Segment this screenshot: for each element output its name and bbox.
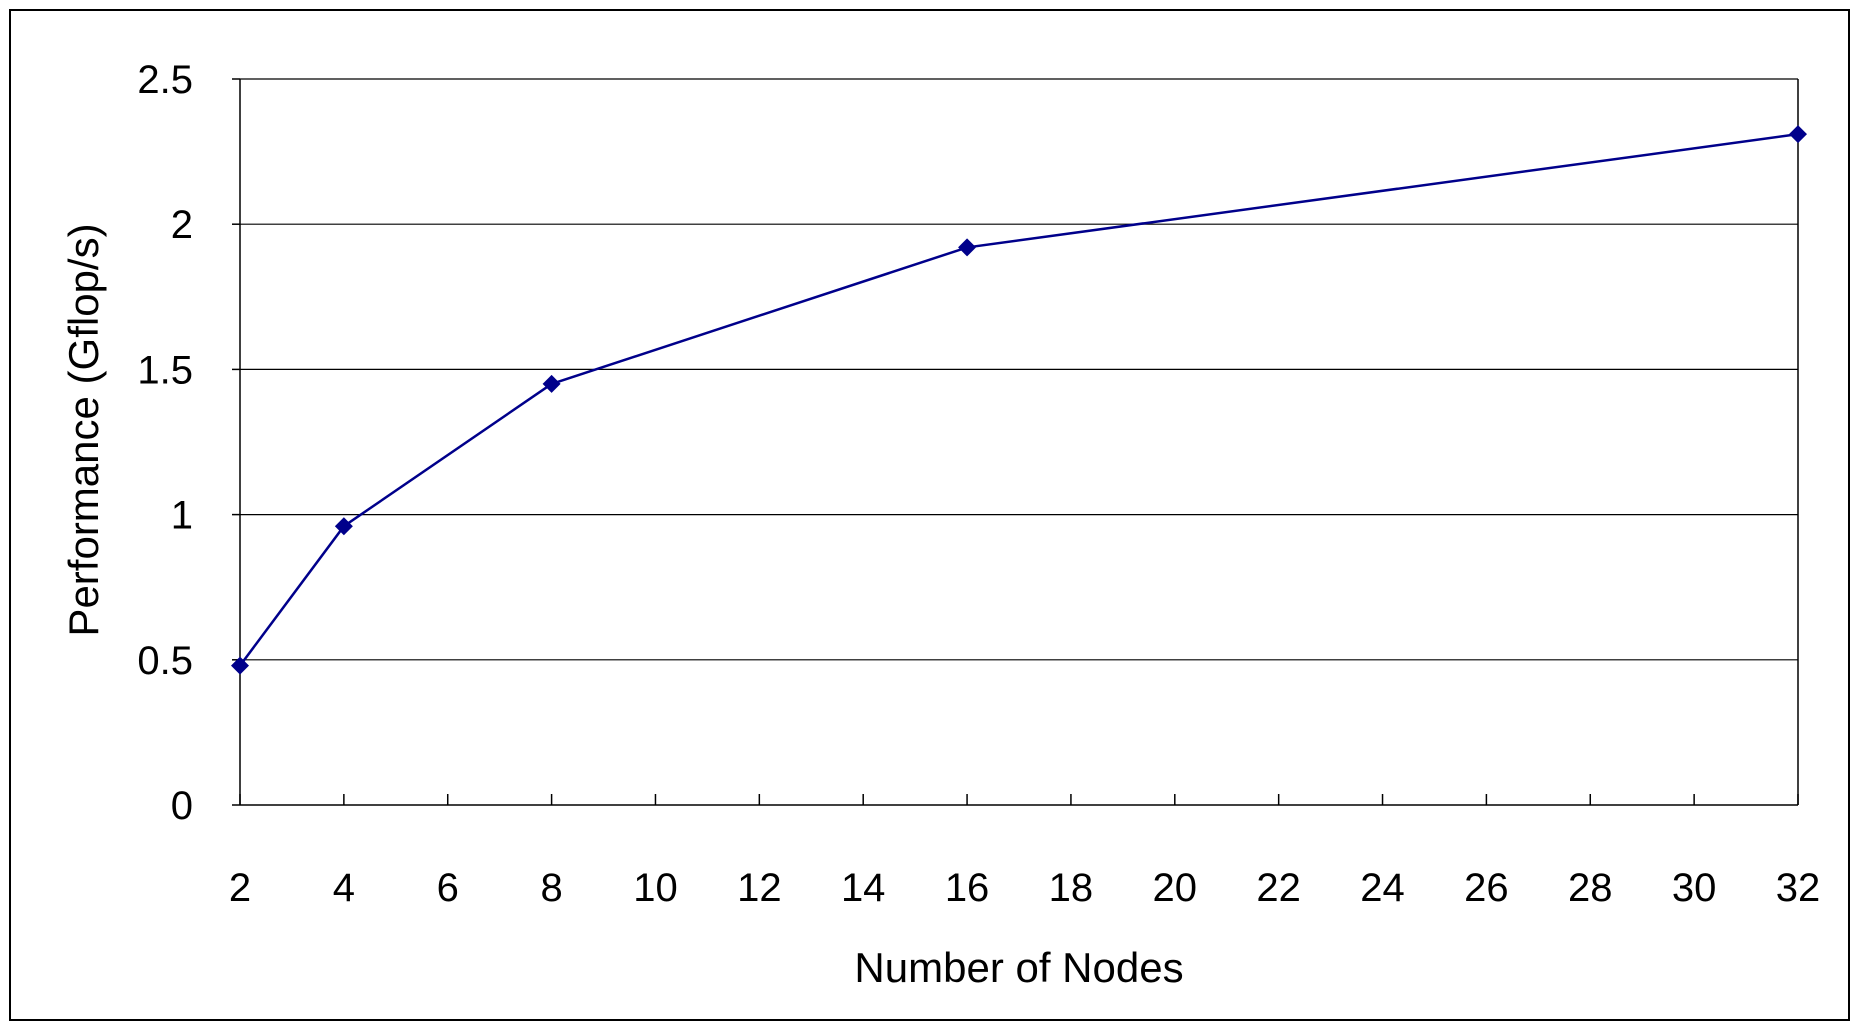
x-axis-title: Number of Nodes: [854, 944, 1183, 991]
y-tick-label-2: 1: [171, 494, 193, 538]
x-tick-label-11: 24: [1360, 866, 1405, 910]
data-point-0-3: [958, 238, 977, 257]
axis-layer: [232, 78, 1799, 806]
y-tick-label-4: 2: [171, 203, 193, 247]
x-tick-label-14: 30: [1672, 866, 1717, 910]
y-tick-label-1: 0.5: [137, 639, 193, 683]
x-tick-label-4: 10: [633, 866, 678, 910]
x-tick-label-12: 26: [1464, 866, 1509, 910]
x-tick-label-0: 2: [229, 866, 251, 910]
x-tick-label-7: 16: [945, 866, 990, 910]
x-tick-label-15: 32: [1776, 866, 1821, 910]
x-tick-label-13: 28: [1568, 866, 1613, 910]
x-tick-label-2: 6: [437, 866, 459, 910]
y-tick-label-0: 0: [171, 784, 193, 828]
series-line-0: [238, 132, 1799, 667]
y-axis-title: Performance (Gflop/s): [60, 223, 107, 636]
y-tick-label-5: 2.5: [137, 58, 193, 102]
data-point-0-2: [542, 374, 561, 393]
grid-layer: [240, 78, 1798, 661]
x-tick-label-5: 12: [737, 866, 782, 910]
data-point-0-0: [231, 656, 249, 675]
y-tick-label-3: 1.5: [137, 348, 193, 392]
x-tick-label-9: 20: [1153, 866, 1198, 910]
data-point-0-4: [1789, 125, 1807, 144]
x-tick-label-6: 14: [841, 866, 886, 910]
x-tick-label-3: 8: [540, 866, 562, 910]
data-point-0-1: [334, 517, 353, 536]
x-tick-label-1: 4: [333, 866, 355, 910]
x-tick-label-8: 18: [1049, 866, 1094, 910]
x-tick-label-10: 22: [1256, 866, 1301, 910]
series-layer: [231, 125, 1807, 675]
